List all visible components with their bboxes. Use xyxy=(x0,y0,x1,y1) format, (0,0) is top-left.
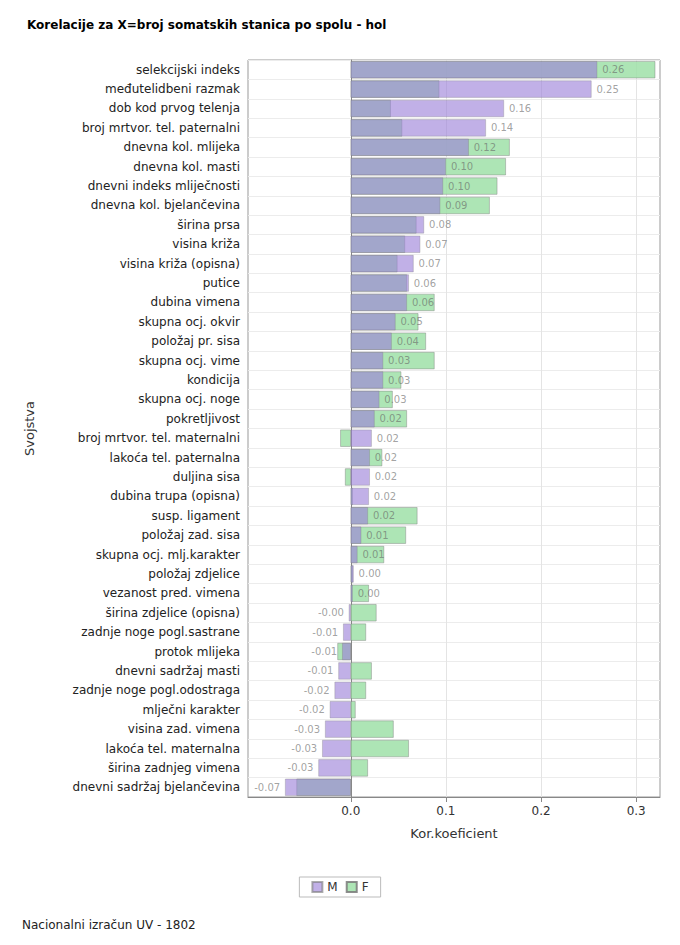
svg-text:položaj pr. sisa: položaj pr. sisa xyxy=(151,334,240,348)
svg-text:0.02: 0.02 xyxy=(373,510,395,521)
svg-text:skupna ocj. okvir: skupna ocj. okvir xyxy=(139,315,240,329)
svg-text:lakoća tel. paternalna: lakoća tel. paternalna xyxy=(110,451,240,465)
svg-text:0.07: 0.07 xyxy=(425,239,447,250)
svg-text:0.02: 0.02 xyxy=(377,433,399,444)
svg-text:0.1: 0.1 xyxy=(436,804,455,818)
svg-text:0.01: 0.01 xyxy=(366,530,388,541)
svg-text:F: F xyxy=(362,880,369,894)
svg-text:mlječni karakter: mlječni karakter xyxy=(143,703,241,717)
svg-text:0.01: 0.01 xyxy=(362,549,384,560)
svg-text:-0.02: -0.02 xyxy=(304,685,330,696)
svg-text:-0.00: -0.00 xyxy=(318,607,344,618)
svg-text:skupna ocj. mlj.karakter: skupna ocj. mlj.karakter xyxy=(96,548,240,562)
svg-text:0.05: 0.05 xyxy=(400,316,422,327)
svg-text:-0.07: -0.07 xyxy=(254,782,280,793)
svg-text:dnevni indeks mliječnosti: dnevni indeks mliječnosti xyxy=(88,179,240,193)
svg-text:0.16: 0.16 xyxy=(509,103,531,114)
svg-text:položaj zdjelice: položaj zdjelice xyxy=(148,567,240,581)
svg-text:pokretljivost: pokretljivost xyxy=(166,412,240,426)
svg-text:međutelidbeni razmak: međutelidbeni razmak xyxy=(105,82,240,96)
svg-text:zadnje noge pogl.odostraga: zadnje noge pogl.odostraga xyxy=(73,683,240,697)
svg-text:položaj zad. sisa: položaj zad. sisa xyxy=(141,528,240,542)
svg-text:0.06: 0.06 xyxy=(414,278,436,289)
svg-text:-0.03: -0.03 xyxy=(294,724,320,735)
svg-text:0.12: 0.12 xyxy=(474,142,496,153)
svg-text:0.00: 0.00 xyxy=(359,568,381,579)
svg-text:0.26: 0.26 xyxy=(602,64,624,75)
svg-text:-0.03: -0.03 xyxy=(288,762,314,773)
svg-text:vezanost pred. vimena: vezanost pred. vimena xyxy=(103,586,240,600)
svg-text:dnevna kol. mlijeka: dnevna kol. mlijeka xyxy=(124,140,240,154)
svg-text:visina križa (opisna): visina križa (opisna) xyxy=(120,257,240,271)
svg-text:0.02: 0.02 xyxy=(375,452,397,463)
svg-text:0.10: 0.10 xyxy=(448,181,470,192)
svg-text:0.03: 0.03 xyxy=(384,394,406,405)
svg-text:0.14: 0.14 xyxy=(491,122,513,133)
svg-text:dnevna kol. masti: dnevna kol. masti xyxy=(133,160,240,174)
svg-text:putice: putice xyxy=(203,276,240,290)
svg-text:0.08: 0.08 xyxy=(429,219,451,230)
svg-text:širina zadnjeg vimena: širina zadnjeg vimena xyxy=(108,761,240,775)
svg-text:M: M xyxy=(327,880,337,894)
svg-text:0.02: 0.02 xyxy=(380,413,402,424)
svg-text:dubina vimena: dubina vimena xyxy=(151,295,240,309)
svg-text:visina zad. vimena: visina zad. vimena xyxy=(128,722,240,736)
svg-text:0.09: 0.09 xyxy=(445,200,467,211)
svg-text:-0.01: -0.01 xyxy=(312,627,338,638)
svg-text:0.0: 0.0 xyxy=(341,804,360,818)
svg-text:lakoća tel. maternalna: lakoća tel. maternalna xyxy=(106,742,240,756)
svg-text:Nacionalni izračun UV - 1802: Nacionalni izračun UV - 1802 xyxy=(22,918,196,932)
svg-text:0.10: 0.10 xyxy=(451,161,473,172)
svg-text:0.06: 0.06 xyxy=(412,297,434,308)
svg-text:susp. ligament: susp. ligament xyxy=(152,509,241,523)
svg-text:širina zdjelice (opisna): širina zdjelice (opisna) xyxy=(105,606,240,620)
svg-text:broj mrtvor. tel. maternalni: broj mrtvor. tel. maternalni xyxy=(78,431,240,445)
svg-text:0.03: 0.03 xyxy=(388,375,410,386)
svg-text:0.04: 0.04 xyxy=(397,336,419,347)
svg-text:dob kod prvog telenja: dob kod prvog telenja xyxy=(109,101,240,115)
svg-text:duljina sisa: duljina sisa xyxy=(173,470,240,484)
svg-text:0.3: 0.3 xyxy=(627,804,646,818)
svg-text:protok mlijeka: protok mlijeka xyxy=(154,645,240,659)
svg-text:-0.03: -0.03 xyxy=(291,743,317,754)
svg-text:0.2: 0.2 xyxy=(532,804,551,818)
svg-text:kondicija: kondicija xyxy=(187,373,240,387)
svg-text:dnevna kol. bjelančevina: dnevna kol. bjelančevina xyxy=(91,198,240,212)
svg-text:Svojstva: Svojstva xyxy=(22,401,37,456)
svg-text:-0.02: -0.02 xyxy=(299,704,325,715)
svg-text:Kor.koeficient: Kor.koeficient xyxy=(410,826,497,841)
svg-text:dnevni sadržaj masti: dnevni sadržaj masti xyxy=(115,664,240,678)
svg-text:0.03: 0.03 xyxy=(388,355,410,366)
svg-text:0.25: 0.25 xyxy=(596,84,618,95)
svg-text:skupna ocj. noge: skupna ocj. noge xyxy=(138,392,240,406)
svg-text:dubina trupa (opisna): dubina trupa (opisna) xyxy=(110,489,240,503)
svg-text:selekcijski indeks: selekcijski indeks xyxy=(136,63,240,77)
svg-text:-0.01: -0.01 xyxy=(308,665,334,676)
svg-text:širina prsa: širina prsa xyxy=(177,218,240,232)
svg-text:0.02: 0.02 xyxy=(375,471,397,482)
svg-text:-0.01: -0.01 xyxy=(311,646,337,657)
svg-text:0.02: 0.02 xyxy=(374,491,396,502)
svg-text:0.00: 0.00 xyxy=(358,588,380,599)
svg-text:visina križa: visina križa xyxy=(172,237,240,251)
svg-text:zadnje noge pogl.sastrane: zadnje noge pogl.sastrane xyxy=(81,625,240,639)
svg-text:Korelacije za X=broj somatskih: Korelacije za X=broj somatskih stanica p… xyxy=(27,18,386,32)
svg-text:0.07: 0.07 xyxy=(419,258,441,269)
svg-text:skupna ocj. vime: skupna ocj. vime xyxy=(139,354,240,368)
svg-text:dnevni sadržaj bjelančevina: dnevni sadržaj bjelančevina xyxy=(73,780,240,794)
svg-text:broj mrtvor. tel. paternalni: broj mrtvor. tel. paternalni xyxy=(82,121,240,135)
